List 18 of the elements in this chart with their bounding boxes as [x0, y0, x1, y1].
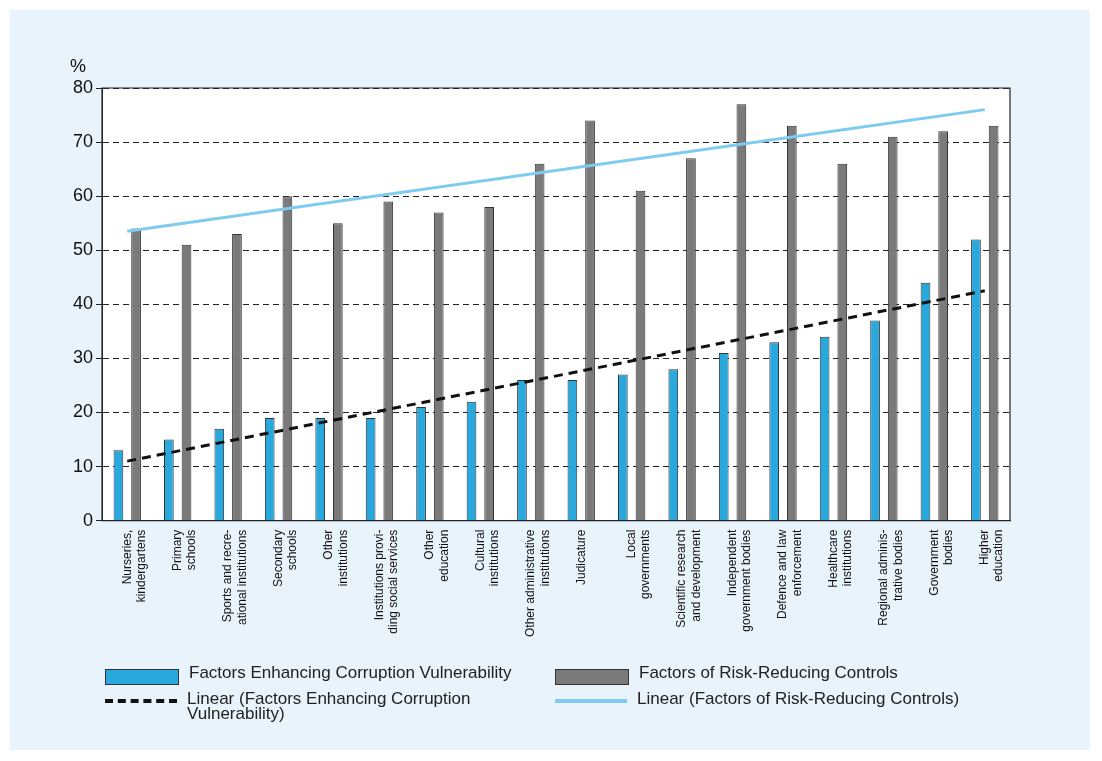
x-tick-label: Nurseries, kindergartens: [119, 529, 148, 603]
legend-label: Factors Enhancing Corruption Vulnerability: [189, 663, 512, 682]
legend-label: Linear (Factors of Risk-Reducing Controls): [637, 689, 960, 708]
y-tick-label: 70: [72, 131, 94, 152]
y-tick-label: 30: [72, 347, 94, 368]
legend-label: Factors of Risk-Reducing Controls: [639, 663, 898, 682]
y-tick-label: 20: [72, 401, 94, 422]
legend-label: Linear (Factors Enhancing Corruption Vulnerability): [187, 689, 472, 723]
y-tick-label: 40: [72, 293, 94, 314]
x-tick-label: Judicature: [573, 529, 588, 585]
y-axis-title: %: [70, 55, 87, 76]
y-tick-label: 10: [72, 455, 94, 476]
y-tick-label: 0: [83, 509, 94, 530]
y-tick-label: 50: [72, 239, 94, 260]
y-tick-label: 80: [72, 76, 94, 97]
x-tick-label: Government bodies: [926, 528, 956, 596]
x-tick-label: Local governments: [623, 529, 653, 599]
y-tick-label: 60: [72, 185, 94, 206]
